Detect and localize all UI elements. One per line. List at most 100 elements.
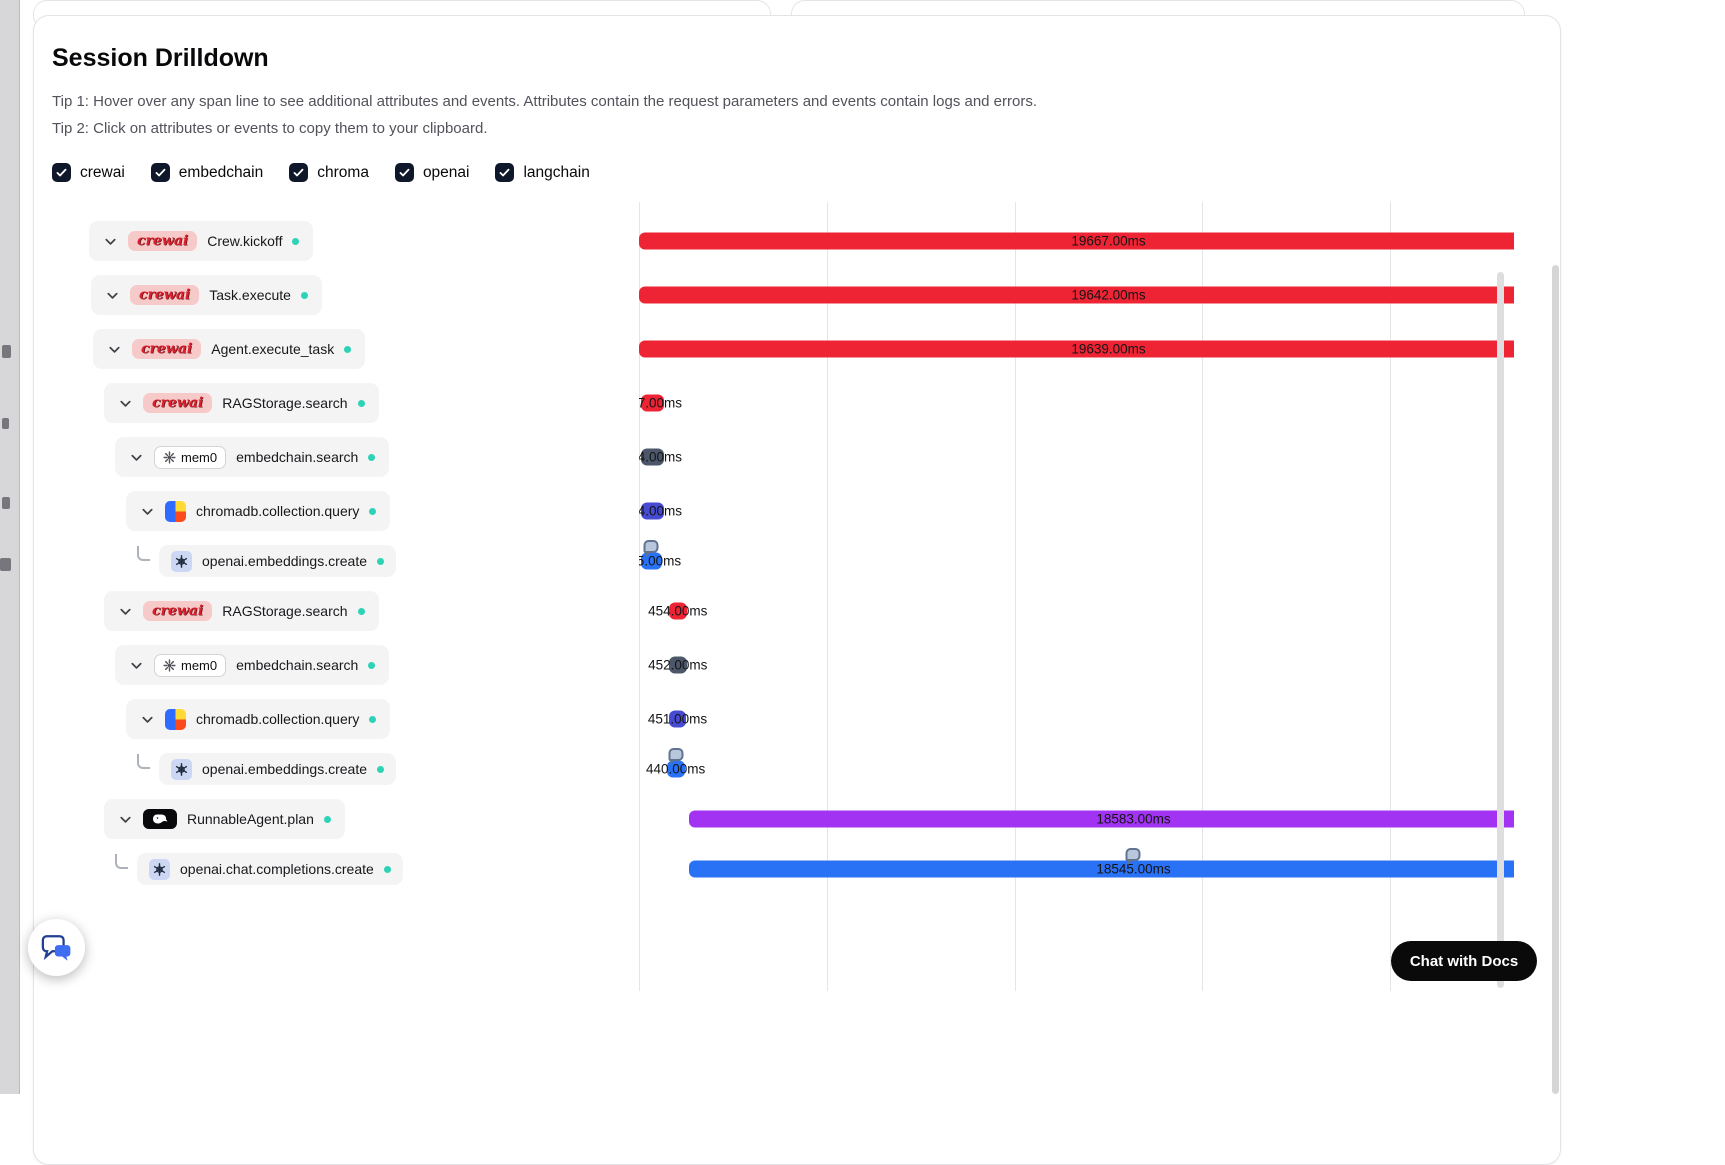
chat-launcher-button[interactable] xyxy=(28,919,85,976)
crewai-logo-icon: crewai xyxy=(132,339,202,359)
chat-with-docs-button[interactable]: Chat with Docs xyxy=(1391,941,1537,981)
row-chart-area: 19639.00ms xyxy=(639,322,1514,376)
span-duration-bar[interactable] xyxy=(668,602,687,620)
duration-label: 18545.00ms xyxy=(1096,861,1171,877)
chevron-down-icon[interactable] xyxy=(103,234,118,249)
span-label[interactable]: mem0 embedchain.search xyxy=(115,437,390,477)
checkbox-checked-icon[interactable] xyxy=(289,163,309,182)
span-duration-bar[interactable] xyxy=(668,710,687,728)
mem0-logo-icon: mem0 xyxy=(154,653,227,677)
duration-label: 19642.00ms xyxy=(1071,287,1146,303)
page-scrollbar-thumb[interactable] xyxy=(1552,265,1559,1094)
span-label[interactable]: crewai RAGStorage.search xyxy=(104,383,379,423)
span-label[interactable]: openai.embeddings.create xyxy=(159,545,397,577)
trace-row: chromadb.collection.query 451.00ms xyxy=(52,692,1560,746)
span-duration-bar[interactable] xyxy=(688,810,1514,828)
row-chart-area: 451.00ms xyxy=(639,692,1514,746)
gridline xyxy=(826,202,828,991)
event-bubble-icon[interactable] xyxy=(643,540,659,553)
gridline xyxy=(1202,202,1204,991)
row-chart-area: 18583.00ms xyxy=(639,792,1514,846)
tip-1: Tip 1: Hover over any span line to see a… xyxy=(52,93,1038,110)
clipped-text-fragment xyxy=(0,558,11,571)
chevron-down-icon[interactable] xyxy=(140,504,155,519)
span-row-label: crewai RAGStorage.search xyxy=(104,591,379,631)
trace-row: crewai Task.execute 19642.00ms xyxy=(52,268,1560,322)
filter-openai[interactable]: openai xyxy=(394,163,469,182)
chevron-down-icon[interactable] xyxy=(118,604,133,619)
span-label[interactable]: chromadb.collection.query xyxy=(126,699,391,739)
trace-row: openai.embeddings.create 555.00ms xyxy=(52,538,1560,584)
span-name: openai.chat.completions.create xyxy=(180,861,374,877)
span-label[interactable]: crewai Crew.kickoff xyxy=(89,221,314,261)
filter-crewai[interactable]: crewai xyxy=(52,163,125,182)
clipped-text-fragment xyxy=(2,345,11,358)
filter-langchain[interactable]: langchain xyxy=(495,163,590,182)
filter-label: embedchain xyxy=(178,163,264,181)
span-name: openai.embeddings.create xyxy=(202,553,368,569)
span-row-label: openai.embeddings.create xyxy=(137,753,397,785)
span-duration-bar[interactable] xyxy=(640,502,664,520)
chevron-down-icon[interactable] xyxy=(129,658,144,673)
row-chart-area: 564.00ms xyxy=(639,430,1514,484)
checkbox-checked-icon[interactable] xyxy=(394,163,414,182)
trace-row: chromadb.collection.query 564.00ms xyxy=(52,484,1560,538)
span-duration-bar[interactable] xyxy=(639,232,1514,250)
row-chart-area: 440.00ms xyxy=(639,746,1514,792)
event-bubble-icon[interactable] xyxy=(1125,848,1141,861)
checkbox-checked-icon[interactable] xyxy=(52,163,71,182)
status-dot xyxy=(300,291,308,299)
span-duration-bar[interactable] xyxy=(666,760,685,778)
duration-label: 564.00ms xyxy=(639,449,683,465)
duration-label: 18583.00ms xyxy=(1096,811,1171,827)
span-label[interactable]: chromadb.collection.query xyxy=(126,491,391,531)
span-duration-bar[interactable] xyxy=(639,286,1514,304)
span-label[interactable]: openai.chat.completions.create xyxy=(137,853,403,885)
span-label[interactable]: openai.embeddings.create xyxy=(159,753,397,785)
langchain-logo-icon xyxy=(143,809,177,829)
span-duration-bar[interactable] xyxy=(640,448,664,466)
checkbox-checked-icon[interactable] xyxy=(495,163,515,182)
chevron-down-icon[interactable] xyxy=(129,450,144,465)
span-duration-bar[interactable] xyxy=(668,656,687,674)
trace-row: openai.embeddings.create 440.00ms xyxy=(52,746,1560,792)
span-duration-bar[interactable] xyxy=(640,394,664,412)
trace-row: crewai RAGStorage.search 454.00ms xyxy=(52,584,1560,638)
tip-2: Tip 2: Click on attributes or events to … xyxy=(52,120,488,137)
duration-label: 19639.00ms xyxy=(1071,341,1146,357)
openai-logo-icon xyxy=(171,758,192,780)
span-duration-bar[interactable] xyxy=(688,860,1514,878)
row-chart-area: 452.00ms xyxy=(639,638,1514,692)
chevron-down-icon[interactable] xyxy=(118,812,133,827)
filter-embedchain[interactable]: embedchain xyxy=(150,163,264,182)
chevron-down-icon[interactable] xyxy=(118,396,133,411)
tree-connector-icon xyxy=(137,754,150,769)
span-label[interactable]: crewai Task.execute xyxy=(91,275,322,315)
status-dot xyxy=(369,507,377,515)
span-row-label: chromadb.collection.query xyxy=(126,699,391,739)
trace-scrollbar-thumb[interactable] xyxy=(1497,272,1504,988)
span-label[interactable]: mem0 embedchain.search xyxy=(115,645,390,685)
tree-connector-icon xyxy=(115,854,128,869)
span-name: embedchain.search xyxy=(236,657,359,673)
chevron-down-icon[interactable] xyxy=(105,288,120,303)
span-label[interactable]: crewai RAGStorage.search xyxy=(104,591,379,631)
status-dot xyxy=(323,815,331,823)
status-dot xyxy=(368,453,376,461)
event-bubble-icon[interactable] xyxy=(668,748,684,761)
crewai-logo-icon: crewai xyxy=(143,601,213,621)
crewai-logo-icon: crewai xyxy=(128,231,198,251)
chevron-down-icon[interactable] xyxy=(107,342,122,357)
span-duration-bar[interactable] xyxy=(639,340,1514,358)
clipped-text-fragment xyxy=(2,497,10,509)
span-label[interactable]: crewai Agent.execute_task xyxy=(93,329,366,369)
chevron-down-icon[interactable] xyxy=(140,712,155,727)
trace-rows: crewai Crew.kickoff 19667.00ms crewai Task.e… xyxy=(52,202,1560,892)
trace-row: mem0 embedchain.search 564.00ms xyxy=(52,430,1560,484)
filter-chroma[interactable]: chroma xyxy=(289,163,369,182)
span-label[interactable]: RunnableAgent.plan xyxy=(104,799,345,839)
status-dot xyxy=(377,765,385,773)
filter-bar: crewai embedchain chroma openai langchain xyxy=(52,163,1560,182)
status-dot xyxy=(357,399,365,407)
checkbox-checked-icon[interactable] xyxy=(150,163,170,182)
